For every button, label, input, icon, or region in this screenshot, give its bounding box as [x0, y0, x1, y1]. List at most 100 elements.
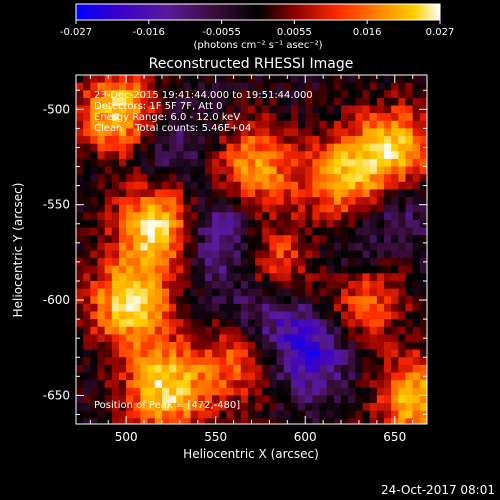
heatmap-cell [97, 380, 106, 389]
heatmap-image [76, 75, 427, 424]
heatmap-cell [226, 82, 234, 91]
heatmap-cell [262, 105, 270, 114]
heatmap-cell [76, 273, 84, 282]
heatmap-cell [83, 166, 91, 175]
heatmap-cell [90, 341, 98, 351]
heatmap-cell [348, 174, 356, 183]
heatmap-cell [362, 311, 371, 320]
heatmap-cell [190, 395, 199, 404]
heatmap-cell [111, 204, 120, 213]
heatmap-cell [262, 136, 270, 145]
heatmap-cell [326, 197, 335, 206]
heatmap-cell [176, 265, 184, 274]
heatmap-cell [190, 75, 199, 84]
heatmap-cell [312, 334, 320, 343]
heatmap-cell [326, 136, 335, 145]
heatmap-cell [212, 181, 220, 190]
heatmap-cell [276, 105, 285, 114]
heatmap-cell [190, 166, 199, 175]
heatmap-cell [190, 319, 199, 328]
heatmap-cell [126, 204, 134, 213]
heatmap-cell [169, 280, 177, 289]
heatmap-cell [376, 372, 385, 381]
heatmap-cell [154, 364, 163, 373]
heatmap-cell [219, 303, 227, 312]
heatmap-cell [183, 349, 192, 358]
heatmap-cell [197, 113, 206, 122]
heatmap-cell [97, 235, 106, 244]
heatmap-cell [362, 174, 371, 183]
heatmap-cell [412, 296, 421, 305]
heatmap-cell [290, 82, 299, 91]
heatmap-cell [333, 258, 342, 267]
heatmap-cell [283, 235, 292, 244]
heatmap-cell [369, 341, 378, 351]
heatmap-cell [118, 357, 127, 366]
heatmap-cell [326, 151, 335, 160]
heatmap-cell [412, 242, 421, 251]
heatmap-cell [240, 372, 249, 381]
colorbar-tick-label: 0.0055 [277, 27, 312, 38]
heatmap-cell [305, 158, 313, 167]
heatmap-cell [283, 90, 292, 99]
heatmap-cell [412, 82, 421, 91]
heatmap-cell [355, 197, 363, 206]
heatmap-cell [154, 403, 163, 412]
heatmap-cell [405, 158, 414, 167]
heatmap-cell [398, 113, 406, 122]
heatmap-cell [204, 273, 213, 282]
heatmap-cell [412, 90, 421, 99]
heatmap-cell [133, 319, 141, 328]
heatmap-cell [161, 349, 170, 358]
heatmap-cell [412, 227, 421, 236]
heatmap-cell [412, 288, 421, 297]
heatmap-cell [240, 227, 249, 236]
heatmap-cell [326, 212, 335, 221]
heatmap-cell [76, 380, 84, 389]
heatmap-cell [183, 357, 192, 366]
heatmap-cell [97, 174, 106, 183]
heatmap-cell [369, 143, 378, 152]
heatmap-cell [219, 82, 227, 91]
heatmap-cell [333, 75, 342, 84]
heatmap-cell [369, 82, 378, 91]
heatmap-cell [147, 250, 156, 259]
heatmap-cell [391, 204, 399, 213]
heatmap-cell [226, 197, 234, 206]
heatmap-cell [355, 75, 363, 84]
heatmap-cell [76, 364, 84, 373]
heatmap-cell [104, 189, 113, 198]
heatmap-cell [326, 105, 335, 114]
heatmap-cell [348, 113, 356, 122]
heatmap-cell [283, 410, 292, 419]
heatmap-cell [326, 82, 335, 91]
heatmap-cell [376, 204, 385, 213]
heatmap-cell [283, 204, 292, 213]
heatmap-cell [118, 120, 127, 129]
heatmap-cell [90, 395, 98, 404]
heatmap-cell [197, 280, 206, 289]
heatmap-cell [247, 364, 256, 373]
heatmap-cell [76, 265, 84, 274]
heatmap-cell [219, 166, 227, 175]
heatmap-cell [348, 105, 356, 114]
heatmap-cell [355, 90, 363, 99]
heatmap-cell [255, 181, 263, 190]
heatmap-cell [190, 311, 199, 320]
heatmap-cell [247, 341, 256, 351]
heatmap-cell [226, 90, 234, 99]
heatmap-cell [126, 296, 134, 305]
heatmap-cell [140, 128, 149, 137]
heatmap-cell [233, 395, 242, 404]
heatmap-cell [147, 120, 156, 129]
heatmap-cell [76, 403, 84, 412]
heatmap-cell [319, 227, 328, 236]
heatmap-cell [247, 120, 256, 129]
heatmap-cell [369, 105, 378, 114]
heatmap-cell [226, 372, 234, 381]
heatmap-cell [269, 258, 277, 267]
heatmap-cell [376, 113, 385, 122]
heatmap-cell [97, 403, 106, 412]
heatmap-cell [183, 97, 192, 106]
heatmap-cell [298, 349, 306, 358]
